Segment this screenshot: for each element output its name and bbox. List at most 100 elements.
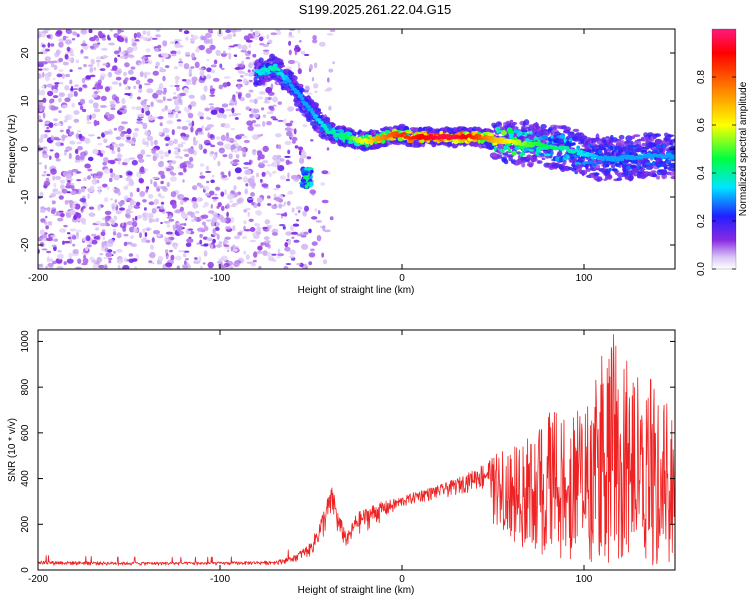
noise-speckle xyxy=(90,58,95,65)
noise-speckle xyxy=(41,153,49,159)
noise-speckle xyxy=(323,229,331,233)
noise-speckle xyxy=(194,61,200,68)
ridge-halo xyxy=(652,173,658,178)
noise-speckle xyxy=(50,43,55,47)
noise-speckle xyxy=(202,221,206,226)
noise-speckle xyxy=(161,56,165,63)
noise-speckle xyxy=(272,104,277,107)
noise-speckle xyxy=(143,106,149,112)
noise-speckle xyxy=(244,188,248,195)
noise-speckle xyxy=(77,146,83,151)
noise-speckle xyxy=(71,168,79,173)
noise-speckle xyxy=(123,185,129,191)
x-tick-label: -200 xyxy=(28,574,48,585)
noise-speckle xyxy=(245,183,249,187)
ridge-core xyxy=(650,156,655,160)
ridge-halo xyxy=(612,137,618,143)
noise-speckle xyxy=(57,217,64,222)
ridge-mid xyxy=(557,138,561,143)
noise-speckle xyxy=(229,99,234,106)
noise-speckle xyxy=(258,265,262,269)
noise-speckle xyxy=(298,40,302,43)
ridge-mid xyxy=(511,150,517,156)
noise-speckle xyxy=(63,119,68,123)
noise-speckle xyxy=(277,31,282,35)
noise-speckle xyxy=(195,130,198,136)
noise-speckle xyxy=(267,96,272,101)
ridge-mid xyxy=(580,139,585,144)
ridge-mid xyxy=(651,160,657,167)
noise-speckle xyxy=(83,254,87,261)
ridge-halo xyxy=(306,117,313,122)
ridge-mid xyxy=(630,164,637,169)
noise-speckle xyxy=(215,221,220,228)
noise-speckle xyxy=(230,246,234,252)
noise-speckle xyxy=(127,69,134,75)
noise-speckle xyxy=(226,249,230,252)
noise-speckle xyxy=(86,121,92,125)
noise-speckle xyxy=(177,143,184,148)
noise-speckle xyxy=(220,191,225,197)
noise-speckle xyxy=(300,154,307,159)
noise-speckle xyxy=(266,225,271,231)
noise-speckle xyxy=(272,118,279,121)
noise-speckle xyxy=(230,128,235,131)
noise-speckle xyxy=(297,29,301,34)
noise-speckle xyxy=(232,202,239,206)
noise-speckle xyxy=(55,158,61,162)
noise-speckle xyxy=(60,142,64,146)
noise-speckle xyxy=(63,240,71,244)
noise-speckle xyxy=(79,197,87,203)
noise-speckle xyxy=(216,233,220,240)
noise-speckle xyxy=(246,120,254,126)
noise-speckle xyxy=(226,211,229,218)
noise-speckle xyxy=(161,108,166,112)
noise-speckle xyxy=(318,41,326,47)
noise-speckle xyxy=(116,248,123,253)
noise-speckle xyxy=(89,74,96,78)
noise-speckle xyxy=(192,186,195,189)
noise-speckle xyxy=(112,231,117,236)
ridge-core xyxy=(516,139,521,143)
ridge-mid xyxy=(406,130,413,134)
noise-speckle xyxy=(66,114,73,121)
noise-speckle xyxy=(211,196,219,200)
ridge-mid xyxy=(671,149,675,156)
noise-speckle xyxy=(176,50,181,55)
noise-speckle xyxy=(210,109,218,115)
ridge-halo xyxy=(526,154,532,161)
noise-speckle xyxy=(150,148,158,151)
noise-speckle xyxy=(263,236,270,241)
noise-speckle xyxy=(87,156,94,162)
noise-speckle xyxy=(89,37,96,42)
noise-speckle xyxy=(173,66,178,70)
ridge-mid xyxy=(496,129,503,133)
noise-speckle xyxy=(273,161,278,168)
noise-speckle xyxy=(226,203,230,209)
noise-speckle xyxy=(217,260,223,264)
noise-speckle xyxy=(208,190,215,196)
ridge-halo xyxy=(650,170,657,173)
noise-speckle xyxy=(138,84,142,90)
noise-speckle xyxy=(146,88,154,94)
noise-speckle xyxy=(257,150,263,157)
noise-speckle xyxy=(70,191,75,196)
noise-speckle xyxy=(162,263,166,269)
noise-speckle xyxy=(198,143,202,150)
noise-speckle xyxy=(90,173,93,177)
noise-speckle xyxy=(97,264,105,269)
noise-speckle xyxy=(169,249,173,253)
noise-speckle xyxy=(179,156,183,160)
secondary-blob xyxy=(299,183,305,188)
noise-speckle xyxy=(142,138,146,145)
noise-speckle xyxy=(266,251,272,258)
ridge-halo xyxy=(279,64,286,68)
noise-speckle xyxy=(178,250,185,253)
noise-speckle xyxy=(129,226,135,233)
noise-speckle xyxy=(124,257,127,263)
noise-speckle xyxy=(126,46,134,54)
noise-speckle xyxy=(38,73,42,79)
noise-speckle xyxy=(190,101,197,107)
noise-speckle xyxy=(58,41,64,48)
ridge-core xyxy=(579,150,584,154)
